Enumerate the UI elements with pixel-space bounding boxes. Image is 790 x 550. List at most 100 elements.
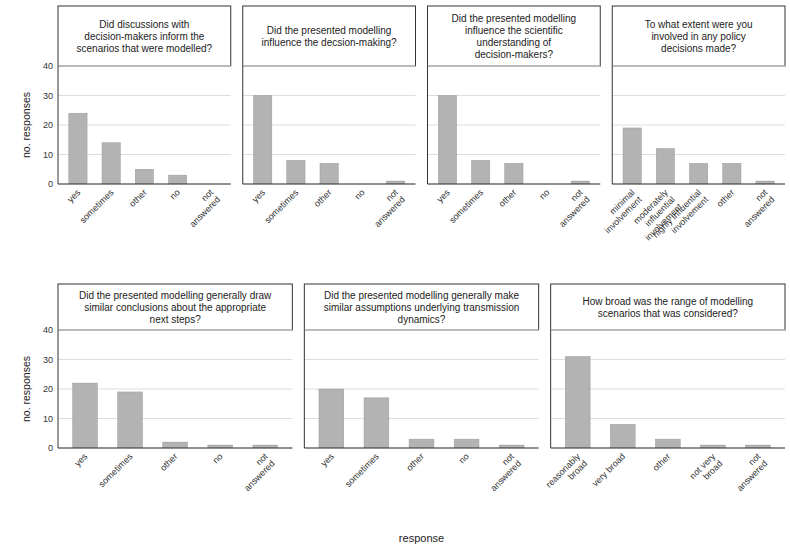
x-tick-label: yes [250, 187, 267, 204]
y-tick-label: 40 [43, 61, 53, 71]
x-tick-label: notanswered [481, 451, 523, 493]
y-tick-label: 10 [43, 414, 53, 424]
grid-line [551, 448, 785, 449]
bar [472, 160, 490, 184]
panel: Did the presented modelling generally ma… [304, 284, 538, 493]
x-tick-label: no [537, 187, 551, 201]
panel: Did discussions withdecision-makers info… [20, 6, 231, 229]
y-axis [242, 66, 243, 184]
grid-line [612, 95, 785, 96]
bars [319, 389, 524, 448]
panel-title: Did the presented modellinginfluence the… [452, 13, 577, 60]
y-axis [304, 330, 305, 448]
bar [505, 163, 523, 184]
y-tick-label: 20 [43, 384, 53, 394]
panel: Did the presented modellinginfluence the… [243, 6, 416, 229]
bar [254, 96, 272, 185]
x-tick-label: minimalinvolvement [596, 187, 644, 235]
grid-line [58, 184, 231, 185]
bars [254, 96, 405, 185]
panel-title: Did the presented modelling generally ma… [324, 290, 520, 325]
bar [565, 357, 590, 448]
x-tick-label: notanswered [728, 451, 770, 493]
x-axis [304, 448, 538, 449]
panel: To what extent were youinvolved in any p… [596, 6, 785, 247]
bar [655, 439, 680, 448]
bars [438, 96, 589, 185]
x-tick-label: yes [319, 451, 336, 468]
x-tick-label: notanswered [181, 187, 223, 229]
x-tick-label: no [457, 451, 471, 465]
x-tick-label: notanswered [735, 187, 777, 229]
y-axis [550, 330, 551, 448]
x-tick-label: other [312, 187, 334, 209]
grid-line [58, 66, 231, 67]
x-tick-label: other [127, 187, 149, 209]
grid-line [58, 448, 292, 449]
x-tick-label: notanswered [365, 187, 407, 229]
x-axis [58, 184, 231, 185]
bar [454, 439, 479, 448]
bar [320, 163, 338, 184]
bar [438, 96, 456, 185]
title-box [243, 6, 416, 66]
x-axis [612, 184, 785, 185]
x-tick-label: other [715, 187, 737, 209]
bar [102, 143, 120, 184]
x-tick-label: sometimes [447, 187, 485, 225]
bar [118, 392, 143, 448]
bar [656, 149, 674, 184]
grid-line [551, 330, 785, 331]
panel-title: Did the presented modellinginfluence the… [262, 25, 398, 48]
x-tick-label: reasonablybroad [544, 451, 590, 497]
grid-line [612, 66, 785, 67]
x-axis [58, 448, 292, 449]
x-tick-label: other [651, 451, 673, 473]
bar [168, 175, 186, 184]
x-tick-label: sometimes [262, 187, 300, 225]
panel-title: How broad was the range of modellingscen… [583, 296, 754, 319]
y-tick-label: 30 [43, 91, 53, 101]
x-tick-label: no [168, 187, 182, 201]
y-tick-label: 30 [43, 355, 53, 365]
y-tick-label: 40 [43, 325, 53, 335]
panel: Did the presented modellinginfluence the… [428, 6, 601, 229]
chart: Did discussions withdecision-makers info… [0, 0, 790, 550]
bar [69, 113, 87, 184]
panel: Did the presented modelling generally dr… [20, 284, 292, 493]
y-tick-label: 20 [43, 120, 53, 130]
bar [610, 424, 635, 448]
y-axis-label: no. responses [20, 92, 32, 158]
x-tick-label: yes [435, 187, 452, 204]
panel: How broad was the range of modellingscen… [544, 284, 785, 497]
grid-line [58, 330, 292, 331]
bar [73, 383, 98, 448]
bars [69, 113, 187, 184]
x-tick-label: notanswered [235, 451, 277, 493]
panel-title: Did the presented modelling generally dr… [79, 290, 272, 325]
x-tick-label: no [353, 187, 367, 201]
bars [73, 383, 278, 448]
bar [319, 389, 344, 448]
grid-line [304, 359, 538, 360]
x-tick-label: other [158, 451, 180, 473]
y-tick-label: 0 [48, 443, 53, 453]
grid-line [612, 184, 785, 185]
x-axis [428, 184, 601, 185]
title-box [58, 284, 292, 330]
y-axis [58, 66, 59, 184]
x-tick-label: sometimes [78, 187, 116, 225]
bars [565, 357, 770, 448]
y-axis [612, 66, 613, 184]
panel-title: Did discussions withdecision-makers info… [77, 19, 213, 54]
x-tick-label: sometimes [343, 451, 381, 489]
y-axis-label: no. responses [20, 356, 32, 422]
x-tick-label: other [497, 187, 519, 209]
y-axis [58, 330, 59, 448]
title-box [612, 6, 785, 66]
grid-line [304, 448, 538, 449]
title-box [551, 284, 785, 330]
x-tick-label: sometimes [97, 451, 135, 489]
y-tick-label: 0 [48, 179, 53, 189]
x-axis [551, 448, 785, 449]
